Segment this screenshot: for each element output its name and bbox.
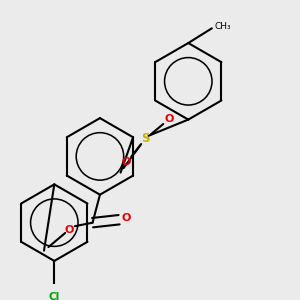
Text: CH₃: CH₃ xyxy=(215,22,231,31)
Text: O: O xyxy=(64,225,74,235)
Text: O: O xyxy=(122,157,131,167)
Text: S: S xyxy=(141,132,150,145)
Text: O: O xyxy=(122,213,131,223)
Text: O: O xyxy=(164,114,174,124)
Text: Cl: Cl xyxy=(49,292,60,300)
